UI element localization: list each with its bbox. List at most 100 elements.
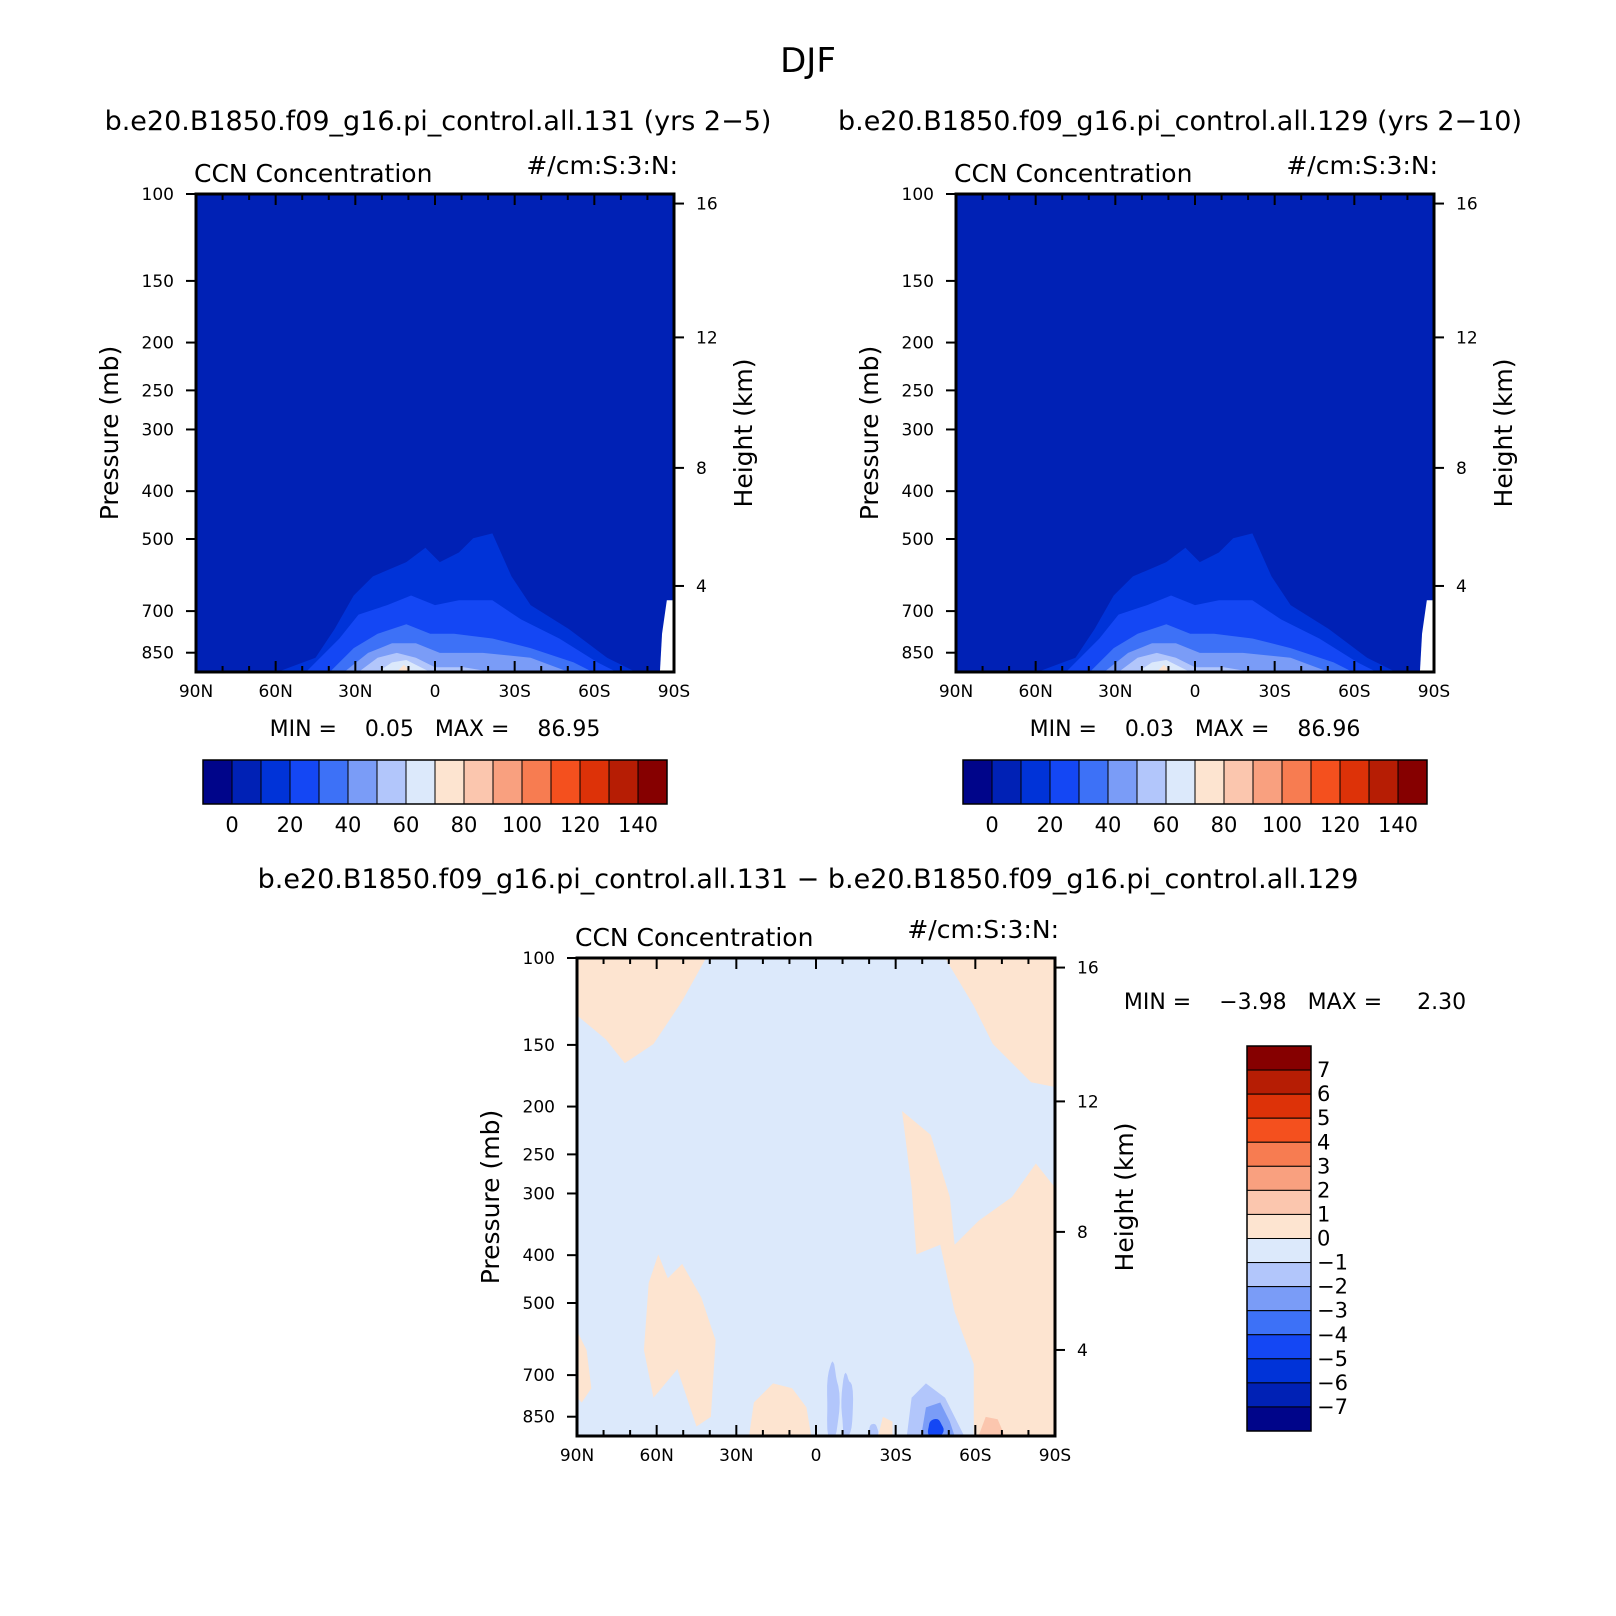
colorbar-box bbox=[1078, 759, 1109, 805]
x-tick-label: 90S bbox=[658, 682, 690, 702]
colorbar-label: −1 bbox=[1317, 1251, 1348, 1275]
y2-tick-label: 12 bbox=[1077, 1092, 1099, 1112]
y-tick-label: 850 bbox=[142, 644, 174, 664]
y-tick-label: 850 bbox=[902, 644, 934, 664]
colorbar-box bbox=[1246, 1141, 1312, 1167]
x-tick-label: 90S bbox=[1418, 682, 1450, 702]
y-tick-label: 250 bbox=[142, 381, 174, 401]
y2-tick-label: 16 bbox=[1077, 959, 1099, 979]
diff-title: b.e20.B1850.f09_g16.pi_control.all.131 −… bbox=[258, 864, 1359, 895]
case2-ylabel2: Height (km) bbox=[1489, 359, 1518, 508]
y-tick-label: 200 bbox=[142, 334, 174, 354]
colorbar-box bbox=[289, 759, 320, 805]
case1-variable-label: CCN Concentration bbox=[194, 159, 432, 188]
contour-band bbox=[643, 1254, 716, 1427]
colorbar-label: −2 bbox=[1317, 1275, 1348, 1299]
colorbar-label: 2 bbox=[1317, 1178, 1330, 1202]
colorbar-box bbox=[1246, 1045, 1312, 1071]
colorbar-box bbox=[1246, 1117, 1312, 1143]
case2-title: b.e20.B1850.f09_g16.pi_control.all.129 (… bbox=[838, 106, 1522, 137]
y-tick-label: 400 bbox=[523, 1246, 555, 1266]
colorbar-box bbox=[1339, 759, 1370, 805]
case1-units-label: #/cm:S:3:N: bbox=[526, 151, 678, 180]
colorbar-label: 0 bbox=[1317, 1227, 1330, 1251]
colorbar-box bbox=[1020, 759, 1051, 805]
contour-band bbox=[749, 1383, 812, 1436]
colorbar-label: 4 bbox=[1317, 1130, 1330, 1154]
colorbar-box bbox=[405, 759, 436, 805]
colorbar-box bbox=[1136, 759, 1167, 805]
panel-case1: 90N 60N 30N 0 30S 60S 90S100150200250300400500… bbox=[95, 151, 758, 837]
colorbar-box bbox=[434, 759, 465, 805]
contour-band bbox=[978, 1416, 1005, 1436]
colorbar-label: 100 bbox=[502, 813, 542, 837]
colorbar-label: 5 bbox=[1317, 1106, 1330, 1130]
y-tick-label: 300 bbox=[142, 420, 174, 440]
colorbar-box bbox=[231, 759, 262, 805]
colorbar-box bbox=[1246, 1069, 1312, 1095]
colorbar-label: −7 bbox=[1317, 1395, 1348, 1419]
y-tick-label: 150 bbox=[523, 1036, 555, 1056]
case2-contour-field bbox=[956, 194, 1434, 672]
colorbar-label: 120 bbox=[1320, 813, 1360, 837]
colorbar-label: 140 bbox=[1378, 813, 1418, 837]
y2-tick-label: 12 bbox=[1456, 328, 1478, 348]
colorbar-box bbox=[1165, 759, 1196, 805]
colorbar-box bbox=[608, 759, 639, 805]
x-tick-label: 60N bbox=[258, 682, 292, 702]
colorbar-label: −3 bbox=[1317, 1299, 1348, 1323]
colorbar-box bbox=[376, 759, 407, 805]
case1-title: b.e20.B1850.f09_g16.pi_control.all.131 (… bbox=[105, 106, 772, 137]
case1-min-max: MIN = 0.05 MAX = 86.95 bbox=[270, 717, 601, 742]
colorbar-box bbox=[492, 759, 523, 805]
x-tick-label: 30S bbox=[879, 1446, 911, 1466]
y2-tick-label: 8 bbox=[696, 459, 707, 479]
colorbar-frame bbox=[962, 759, 1428, 805]
x-tick-label: 0 bbox=[430, 682, 441, 702]
colorbar-frame bbox=[1246, 1045, 1312, 1432]
y-tick-label: 300 bbox=[902, 420, 934, 440]
colorbar-label: 40 bbox=[1095, 813, 1122, 837]
x-tick-label: 30N bbox=[1098, 682, 1132, 702]
colorbar-box bbox=[991, 759, 1022, 805]
contour-band bbox=[878, 1416, 893, 1436]
y-tick-label: 400 bbox=[142, 482, 174, 502]
colorbar-box bbox=[1368, 759, 1399, 805]
y-tick-label: 200 bbox=[523, 1098, 555, 1118]
colorbar-box bbox=[1246, 1310, 1312, 1336]
colorbar-box bbox=[550, 759, 581, 805]
diff-contour-field bbox=[577, 958, 1055, 1436]
y-tick-label: 300 bbox=[523, 1184, 555, 1204]
x-tick-label: 30S bbox=[498, 682, 530, 702]
x-tick-label: 30N bbox=[719, 1446, 753, 1466]
y-tick-label: 500 bbox=[142, 530, 174, 550]
colorbar-box bbox=[463, 759, 494, 805]
colorbar-label: 1 bbox=[1317, 1202, 1330, 1226]
colorbar-box bbox=[1246, 1238, 1312, 1264]
y-tick-label: 200 bbox=[902, 334, 934, 354]
x-tick-label: 60N bbox=[1018, 682, 1052, 702]
diff-units-label: #/cm:S:3:N: bbox=[907, 915, 1059, 944]
colorbar-box bbox=[1246, 1213, 1312, 1239]
x-tick-label: 90N bbox=[179, 682, 213, 702]
contour-band bbox=[841, 1372, 854, 1436]
y-tick-label: 250 bbox=[523, 1145, 555, 1165]
contour-band bbox=[577, 958, 707, 1064]
colorbar-label: −6 bbox=[1317, 1371, 1348, 1395]
case2-ylabel: Pressure (mb) bbox=[855, 346, 884, 520]
y-tick-label: 100 bbox=[142, 185, 174, 205]
y-tick-label: 700 bbox=[142, 602, 174, 622]
colorbar-box bbox=[1246, 1334, 1312, 1360]
x-tick-label: 60S bbox=[578, 682, 610, 702]
colorbar-label: 140 bbox=[618, 813, 658, 837]
colorbar-box bbox=[637, 759, 668, 805]
colorbar-label: 80 bbox=[451, 813, 478, 837]
colorbar-box bbox=[1246, 1189, 1312, 1215]
colorbar-label: 3 bbox=[1317, 1154, 1330, 1178]
colorbar-box bbox=[1246, 1358, 1312, 1384]
y-tick-label: 150 bbox=[142, 272, 174, 292]
colorbar-label: 0 bbox=[985, 813, 998, 837]
x-tick-label: 60N bbox=[639, 1446, 673, 1466]
figure-title: DJF bbox=[780, 41, 836, 81]
